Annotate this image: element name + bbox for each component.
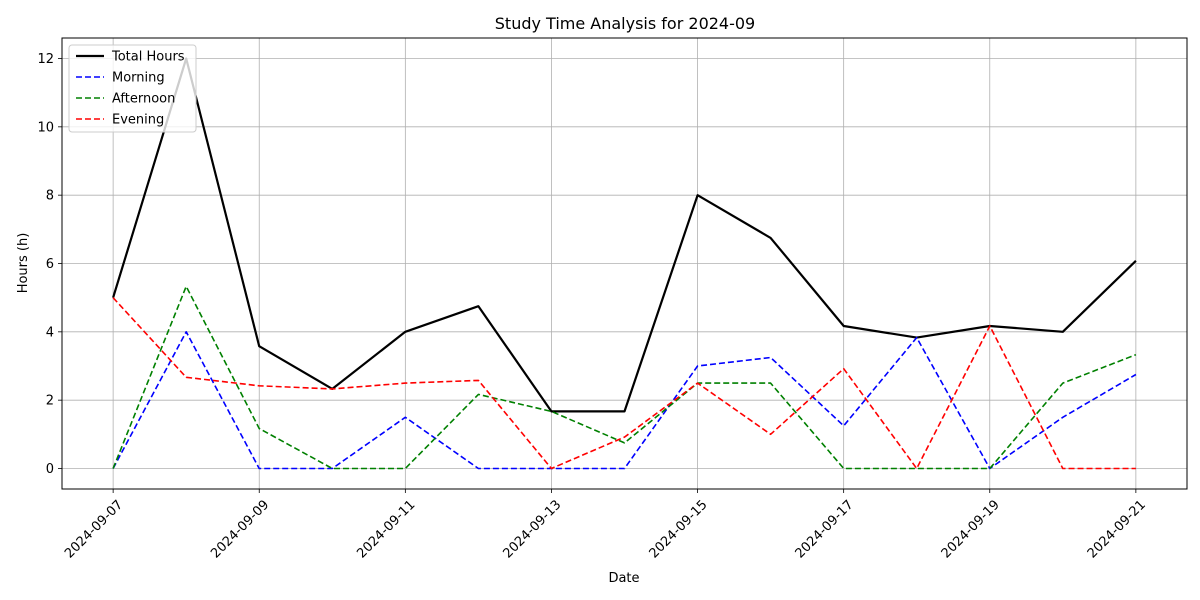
y-tick-label: 0	[46, 462, 54, 477]
y-tick-label: 2	[46, 394, 54, 409]
legend-label: Afternoon	[112, 92, 175, 107]
legend-label: Morning	[112, 71, 165, 86]
y-tick-label: 10	[37, 120, 54, 135]
series-line-evening	[112, 297, 1136, 470]
chart-title: Study Time Analysis for 2024-09	[495, 14, 755, 33]
y-tick-label: 4	[46, 325, 54, 340]
series-line-total-hours	[112, 57, 1137, 413]
x-axis-label: Date	[608, 571, 639, 586]
series-line-morning	[112, 330, 1137, 470]
legend-box	[68, 44, 197, 133]
y-axis-label: Hours (h)	[16, 233, 31, 294]
y-tick-label: 8	[46, 189, 54, 204]
y-tick-label: 12	[37, 52, 54, 67]
legend-label: Total Hours	[111, 50, 185, 65]
y-tick-label: 6	[46, 257, 54, 272]
series-line-afternoon	[112, 285, 1137, 470]
legend: Total Hours Morning Afternoon Evening	[68, 44, 197, 133]
legend-label: Evening	[112, 113, 164, 128]
y-axis-ticks: 0 2 4 6 8 10 12	[37, 52, 62, 477]
series-lines	[112, 57, 1137, 470]
